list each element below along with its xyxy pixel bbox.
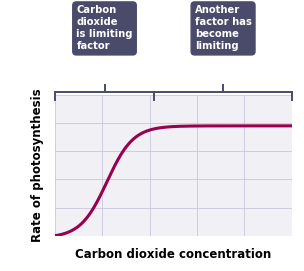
X-axis label: Carbon dioxide concentration: Carbon dioxide concentration (75, 248, 271, 261)
Text: Carbon
dioxide
is limiting
factor: Carbon dioxide is limiting factor (76, 5, 133, 51)
Y-axis label: Rate of photosynthesis: Rate of photosynthesis (31, 89, 44, 242)
Text: Another
factor has
become
limiting: Another factor has become limiting (195, 5, 251, 51)
